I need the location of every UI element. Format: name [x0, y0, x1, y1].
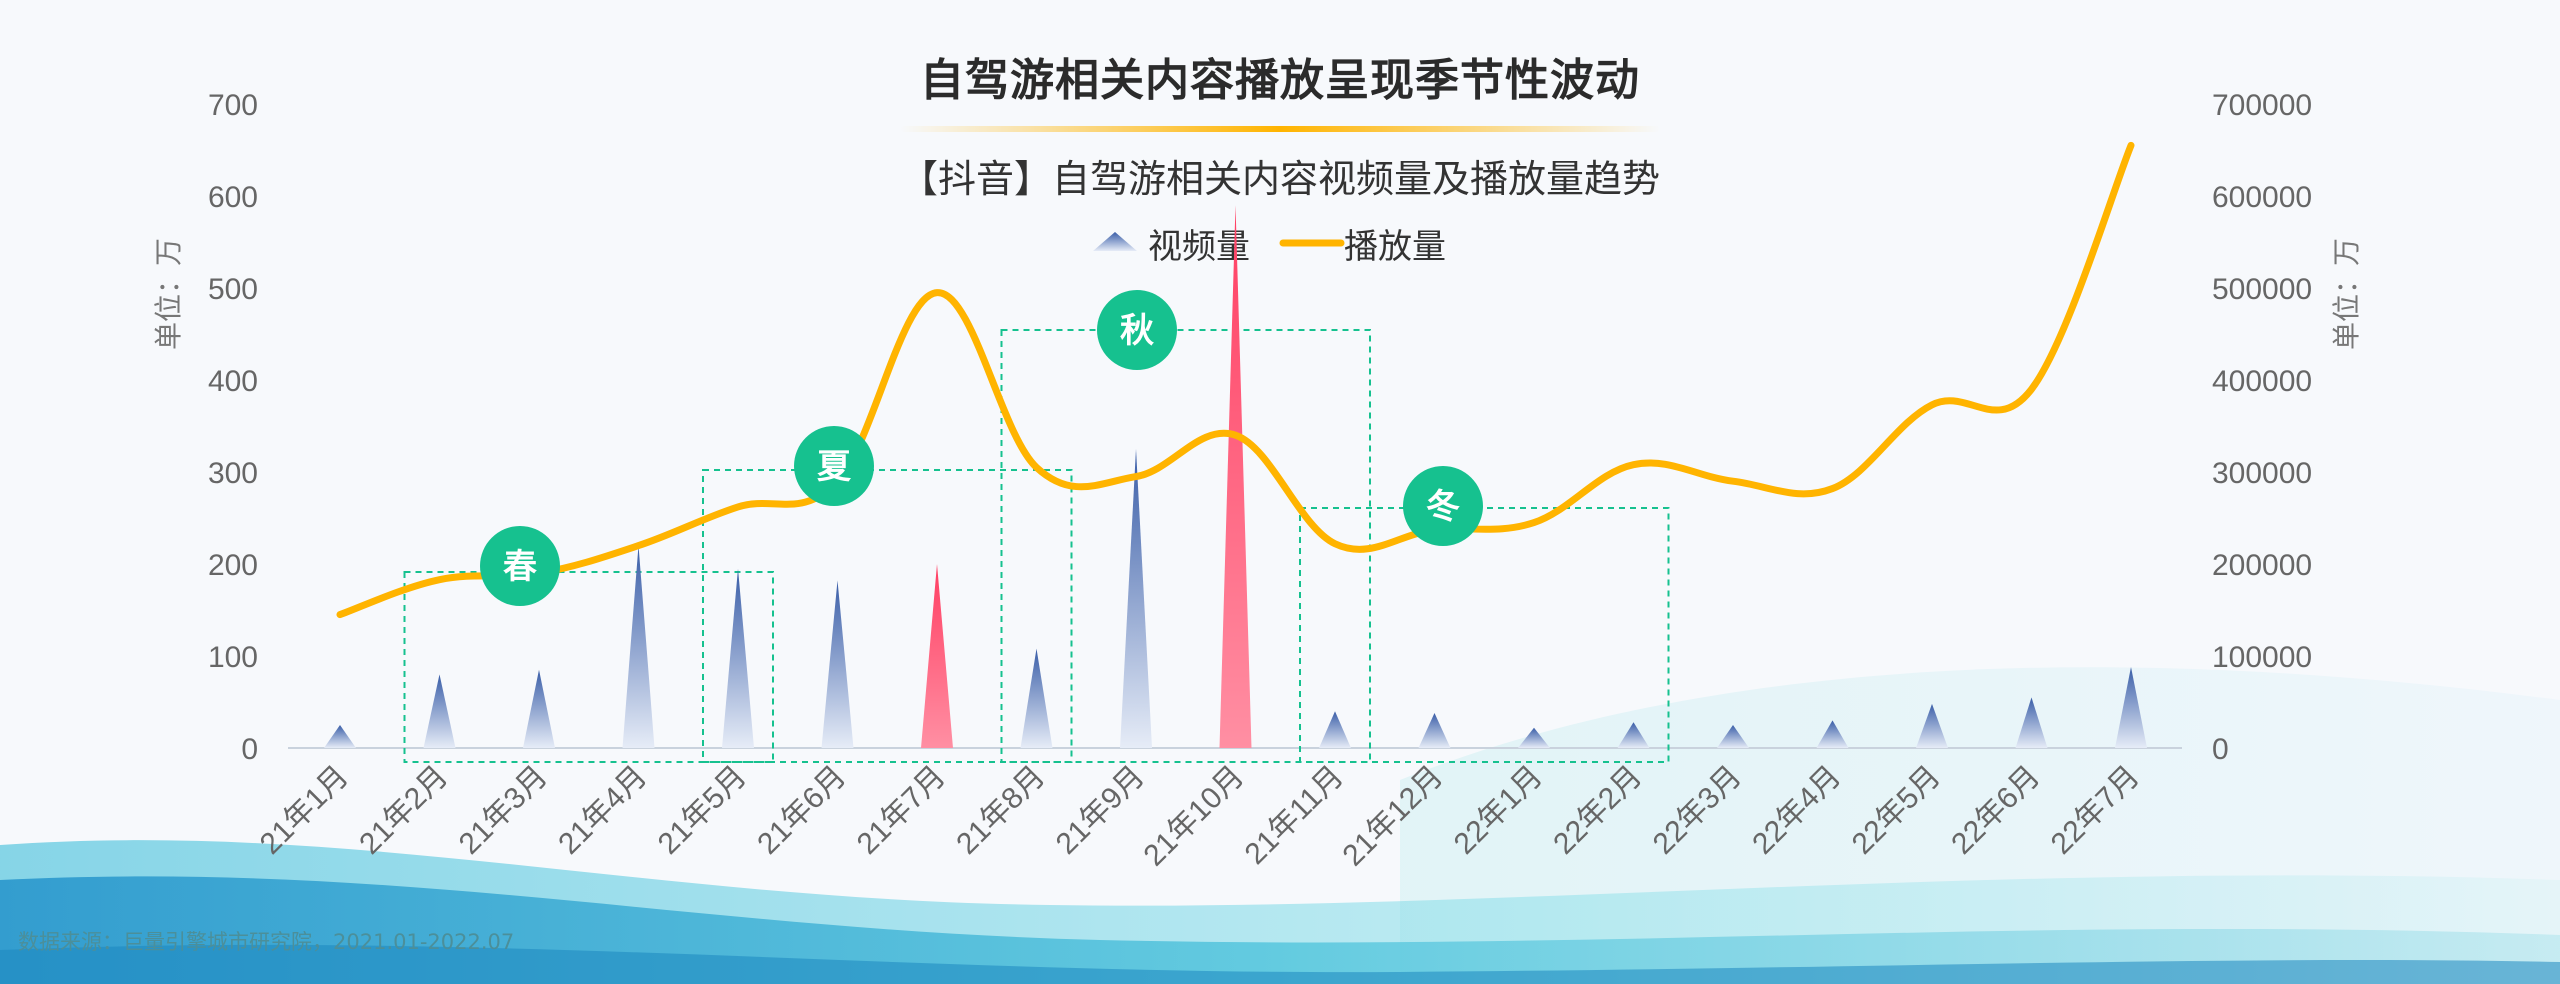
x-tick-label: 21年7月 [851, 760, 952, 861]
video-volume-bar [1617, 722, 1650, 748]
y-right-tick-label: 0 [2212, 733, 2229, 766]
y-left-tick-label: 700 [208, 89, 258, 122]
video-volume-bar [523, 669, 555, 748]
y-left-tick-label: 0 [241, 733, 258, 766]
season-badges: 春 夏 秋冬 [480, 290, 1483, 606]
legend: 视频量 播放量 [1093, 228, 1446, 266]
x-tick-label: 21年10月 [1137, 760, 1250, 873]
video-volume-bar [1120, 449, 1152, 748]
season-box [702, 469, 1073, 763]
y-left-tick-label: 200 [208, 549, 258, 582]
y-right-tick-label: 700000 [2212, 89, 2312, 122]
y-left-tick-label: 500 [208, 273, 258, 306]
data-source-note: 数据来源：巨量引擎城市研究院，2021.01-2022.07 [18, 930, 515, 954]
video-volume-bar [1319, 711, 1351, 748]
y-right-tick-label: 400000 [2212, 365, 2312, 398]
y-right-tick-label: 500000 [2212, 273, 2312, 306]
y-left-tick-label: 400 [208, 365, 258, 398]
season-badge: 春 [480, 526, 560, 606]
season-badge-label: 春 [503, 548, 537, 586]
video-volume-bar [324, 725, 356, 748]
season-badge-label: 夏 [817, 448, 852, 486]
season-badge: 冬 [1403, 466, 1483, 546]
video-volume-bar [1020, 648, 1053, 748]
play-line-layer [336, 141, 2135, 619]
x-tick-label: 21年11月 [1239, 760, 1350, 871]
y-left-tick-label: 100 [208, 641, 258, 674]
x-tick-label: 21年1月 [254, 760, 355, 861]
video-volume-bar [1219, 205, 1252, 748]
video-volume-bar [622, 545, 655, 748]
season-box [1000, 329, 1371, 763]
y-right-tick-label: 300000 [2212, 457, 2312, 490]
video-volume-bar [921, 564, 953, 748]
y-right-tick-label: 600000 [2212, 181, 2312, 214]
video-volume-bar [2015, 697, 2048, 748]
y-left-ticks: 0 100 200 300 400 500 600 700 [208, 89, 258, 766]
background-waves [0, 667, 2560, 984]
y-left-tick-label: 600 [208, 181, 258, 214]
title-underline [900, 126, 1660, 132]
season-badge: 秋 [1097, 290, 1177, 370]
legend-play-label: 播放量 [1344, 228, 1446, 266]
x-tick-label: 21年9月 [1050, 760, 1151, 861]
x-tick-label: 21年6月 [751, 760, 852, 861]
legend-video-label: 视频量 [1148, 228, 1250, 266]
y-right-tick-label: 200000 [2212, 549, 2312, 582]
x-tick-label: 21年2月 [353, 760, 454, 861]
video-volume-bar [1518, 727, 1550, 748]
season-box [1299, 507, 1670, 763]
legend-video-marker [1093, 232, 1137, 251]
video-volume-bar [423, 674, 456, 748]
season-badge-circle [794, 426, 874, 506]
video-volume-bar [821, 580, 854, 748]
video-volume-bar [1816, 720, 1849, 748]
video-volume-bar [2115, 667, 2147, 748]
video-volume-bar [1916, 703, 1948, 748]
video-bars [324, 205, 2147, 748]
video-volume-bar [722, 568, 754, 748]
season-badge-circle [1097, 290, 1177, 370]
season-badge-label: 秋 [1120, 312, 1154, 350]
play-volume-line [336, 141, 2135, 619]
page-title: 自驾游相关内容播放呈现季节性波动 [920, 55, 1640, 106]
x-tick-label: 21年4月 [552, 760, 653, 861]
season-badge-label: 冬 [1426, 488, 1460, 526]
season-badge-circle [480, 526, 560, 606]
x-tick-label: 21年3月 [453, 760, 554, 861]
chart-subtitle: 【抖音】自驾游相关内容视频量及播放量趋势 [899, 157, 1660, 201]
y-right-ticks: 0 100000 200000 300000 400000 500000 600000 700… [2212, 89, 2312, 766]
y-right-tick-label: 100000 [2212, 641, 2312, 674]
y-left-axis-title: 单位：万 [153, 238, 184, 350]
y-right-axis-title: 单位：万 [2331, 238, 2362, 350]
y-left-tick-label: 300 [208, 457, 258, 490]
x-tick-label: 21年5月 [652, 760, 753, 861]
video-volume-bar [1418, 713, 1451, 748]
video-volume-bar [1717, 725, 1749, 748]
x-tick-label: 21年8月 [950, 760, 1051, 861]
season-badge: 夏 [794, 426, 874, 506]
season-badge-circle [1403, 466, 1483, 546]
season-box [403, 571, 774, 763]
